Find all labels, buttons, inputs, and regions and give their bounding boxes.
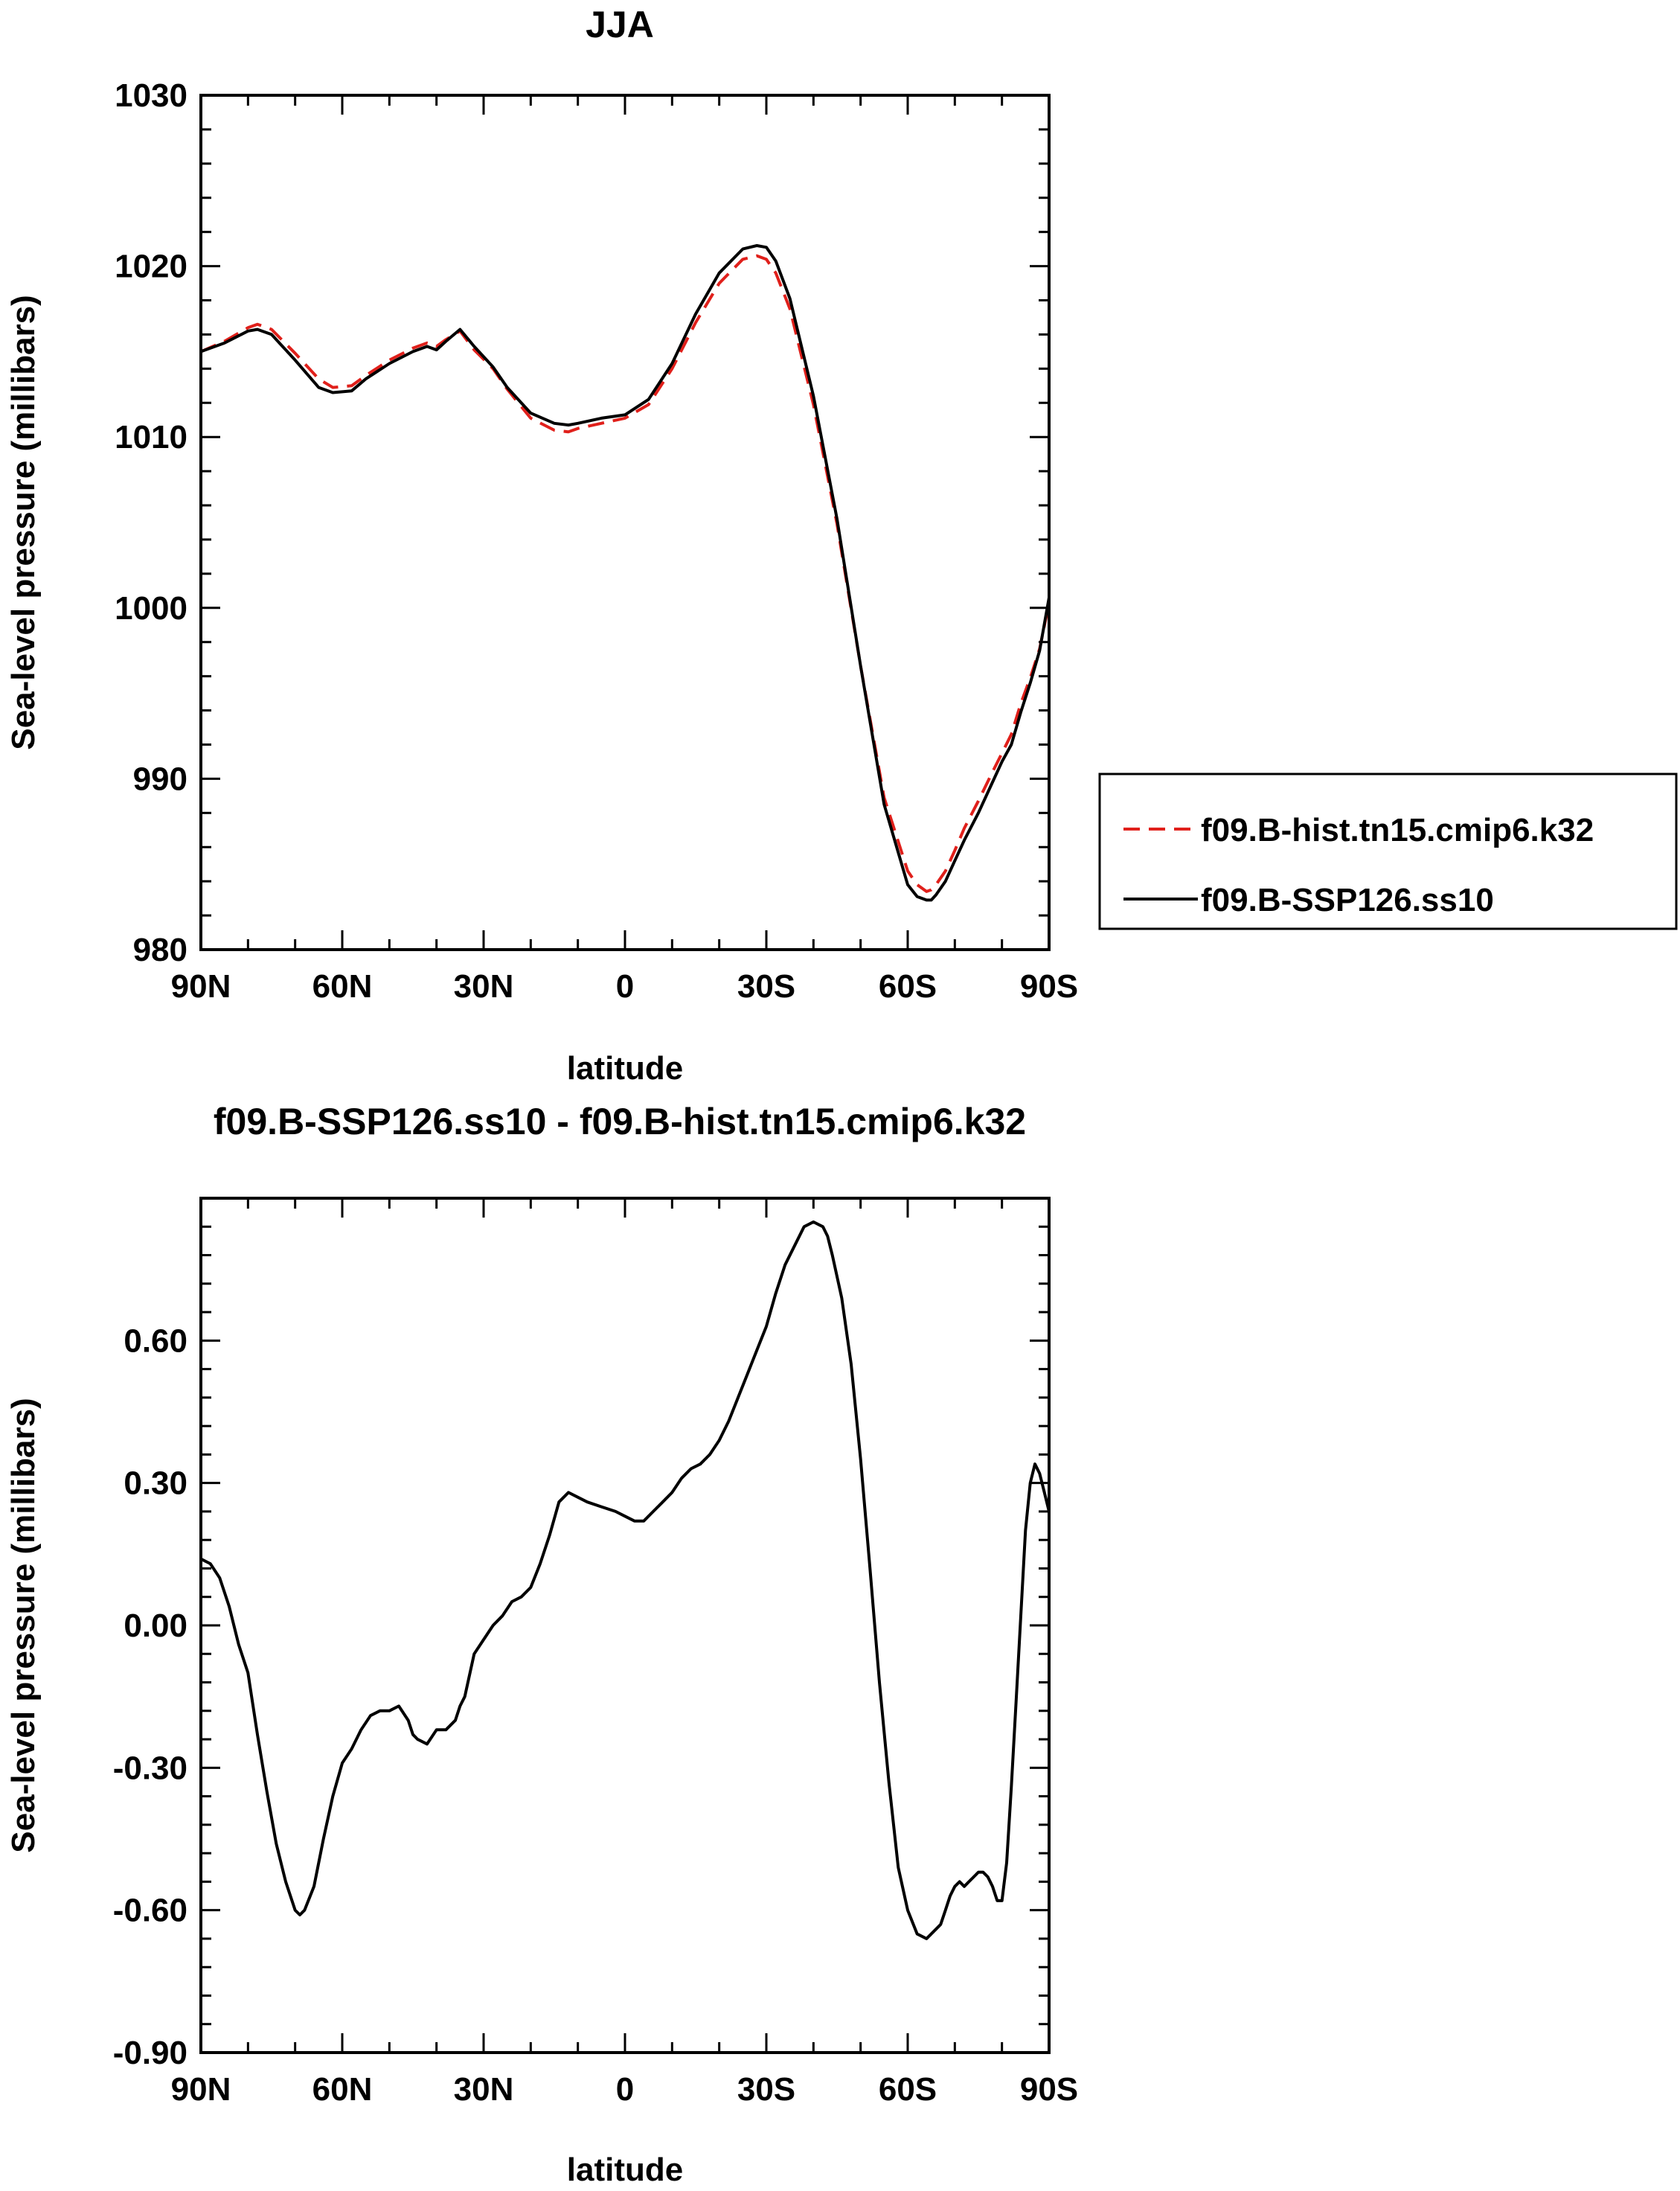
y-tick-label: -0.60 [113, 1893, 187, 1929]
top-chart-x-tick-labels: 90N 60N 30N 0 30S 60S 90S [171, 968, 1079, 1005]
bottom-chart-y-tick-labels: -0.90 -0.60 -0.30 0.00 0.30 0.60 [113, 1322, 187, 2071]
bottom-chart-x-tick-labels: 90N 60N 30N 0 30S 60S 90S [171, 2071, 1079, 2108]
legend-box [1098, 773, 1678, 930]
bottom-chart-x-axis-label: latitude [567, 2152, 683, 2188]
bottom-chart-series [200, 1220, 1051, 1940]
y-tick-label: 980 [133, 932, 187, 968]
y-tick-label: -0.30 [113, 1750, 187, 1786]
x-tick-label: 60S [879, 968, 937, 1005]
bottom-chart-frame [199, 1197, 1051, 2054]
series-line-0 [200, 254, 1051, 893]
x-tick-label: 0 [616, 2071, 634, 2108]
top-chart-series [200, 244, 1051, 902]
legend: f09.B-hist.tn15.cmip6.k32 f09.B-SSP126.s… [1098, 773, 1678, 930]
x-tick-label: 30N [454, 2071, 514, 2108]
bottom-chart-y-axis-label: Sea-level pressure (millibars) [5, 1398, 42, 1852]
y-tick-label: 0.00 [124, 1608, 187, 1644]
x-tick-label: 30S [737, 968, 795, 1005]
y-tick-label: 0.60 [124, 1322, 187, 1359]
x-tick-label: 0 [616, 968, 634, 1005]
y-tick-label: -0.90 [113, 2035, 187, 2071]
x-tick-label: 60S [879, 2071, 937, 2108]
y-tick-label: 1020 [115, 249, 187, 285]
top-chart-frame [199, 94, 1051, 951]
series-line-0 [200, 1220, 1051, 1940]
x-tick-label: 90S [1020, 2071, 1078, 2108]
x-tick-label: 90N [171, 968, 231, 1005]
top-chart-y-axis-label: Sea-level pressure (millibars) [5, 295, 42, 749]
y-tick-label: 1010 [115, 419, 187, 455]
series-line-1 [200, 244, 1051, 902]
bottom-chart-ticks [199, 1198, 1051, 2054]
top-chart-title: JJA [586, 4, 654, 45]
y-tick-label: 1000 [115, 590, 187, 627]
y-tick-label: 1030 [115, 77, 187, 114]
bottom-chart-title: f09.B-SSP126.ss10 - f09.B-hist.tn15.cmip… [214, 1101, 1026, 1142]
legend-label-ssp126: f09.B-SSP126.ss10 [1201, 882, 1494, 918]
x-tick-label: 30N [454, 968, 514, 1005]
x-tick-label: 90S [1020, 968, 1078, 1005]
top-chart-y-tick-labels: 980 990 1000 1010 1020 1030 [115, 77, 187, 968]
y-tick-label: 990 [133, 761, 187, 797]
legend-label-hist: f09.B-hist.tn15.cmip6.k32 [1201, 812, 1594, 848]
x-tick-label: 60N [312, 968, 373, 1005]
top-chart-x-axis-label: latitude [567, 1050, 683, 1087]
y-tick-label: 0.30 [124, 1465, 187, 1502]
x-tick-label: 90N [171, 2071, 231, 2108]
x-tick-label: 30S [737, 2071, 795, 2108]
bottom-panel-difference: f09.B-SSP126.ss10 - f09.B-hist.tn15.cmip… [5, 1101, 1078, 2188]
top-panel-sea-level-pressure: JJA 980 990 1000 1010 1020 1030 90N 60N 30N 0 30S… [5, 4, 1678, 1087]
x-tick-label: 60N [312, 2071, 373, 2108]
top-chart-ticks [199, 94, 1051, 951]
